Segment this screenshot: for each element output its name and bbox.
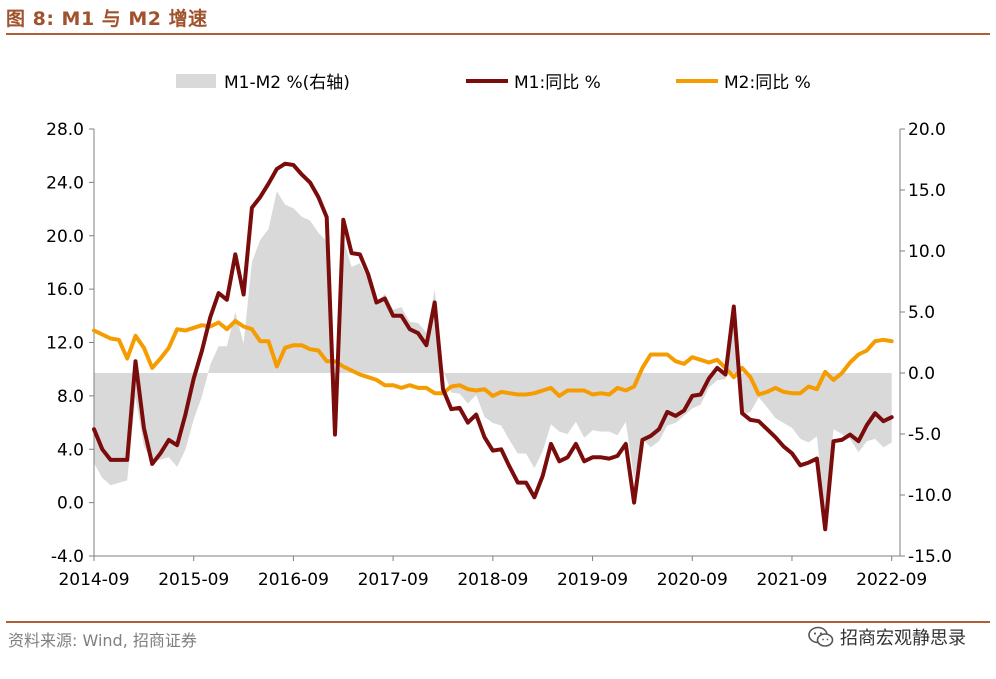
- area-layer: [94, 191, 892, 517]
- left-tick-label: 8.0: [57, 387, 84, 407]
- legend: M1-M2 %(右轴) M1:同比 % M2:同比 %: [176, 73, 811, 93]
- figure-title: 图 8: M1 与 M2 增速: [6, 8, 208, 30]
- axes: 28.0 24.0 20.0 16.0 12.0 8.0 4.0 0.0 -4.0 20.0 15.…: [46, 120, 952, 590]
- legend-swatch-m1-m2: [176, 74, 216, 88]
- series-line-m1: [92, 161, 894, 532]
- legend-label-m1: M1:同比 %: [514, 73, 601, 93]
- right-tick-label: 15.0: [908, 181, 946, 201]
- right-tick-label: 5.0: [908, 303, 935, 323]
- left-tick-label: 12.0: [46, 334, 84, 354]
- line-layer: [92, 161, 894, 532]
- source-note: 资料来源: Wind, 招商证券: [8, 631, 197, 650]
- x-tick-label: 2021-09: [756, 570, 827, 590]
- right-tick-label: 0.0: [908, 364, 935, 384]
- left-tick-label: 4.0: [57, 440, 84, 460]
- left-tick-label: 28.0: [46, 120, 84, 140]
- left-tick-label: 16.0: [46, 280, 84, 300]
- title-divider: [6, 33, 990, 35]
- right-tick-label: 10.0: [908, 242, 946, 262]
- x-tick-label: 2022-09: [856, 570, 927, 590]
- x-tick-label: 2017-09: [358, 570, 429, 590]
- x-tick-label: 2020-09: [657, 570, 728, 590]
- left-tick-label: 20.0: [46, 227, 84, 247]
- x-tick-label: 2016-09: [258, 570, 329, 590]
- right-tick-label: 20.0: [908, 120, 946, 140]
- wechat-icon: [808, 626, 834, 647]
- x-tick-label: 2018-09: [457, 570, 528, 590]
- watermark: 招商宏观静思录: [808, 624, 966, 650]
- footer-divider: [6, 621, 990, 623]
- legend-label-m1-m2: M1-M2 %(右轴): [224, 73, 350, 93]
- series-area-m1-m2: [94, 191, 892, 517]
- legend-label-m2: M2:同比 %: [724, 73, 811, 93]
- right-tick-label: -10.0: [908, 486, 952, 506]
- x-tick-label: 2019-09: [557, 570, 628, 590]
- left-tick-label: -4.0: [51, 547, 84, 567]
- x-tick-label: 2015-09: [158, 570, 229, 590]
- x-tick-label: 2014-09: [58, 570, 129, 590]
- series-line-m2: [92, 319, 894, 398]
- right-tick-label: -15.0: [908, 547, 952, 567]
- left-tick-label: 0.0: [57, 494, 84, 514]
- chart: M1-M2 %(右轴) M1:同比 % M2:同比 % 28.0 24.0 20.0…: [46, 73, 952, 590]
- left-tick-label: 24.0: [46, 173, 84, 193]
- watermark-text: 招商宏观静思录: [840, 628, 966, 649]
- right-tick-label: -5.0: [908, 425, 941, 445]
